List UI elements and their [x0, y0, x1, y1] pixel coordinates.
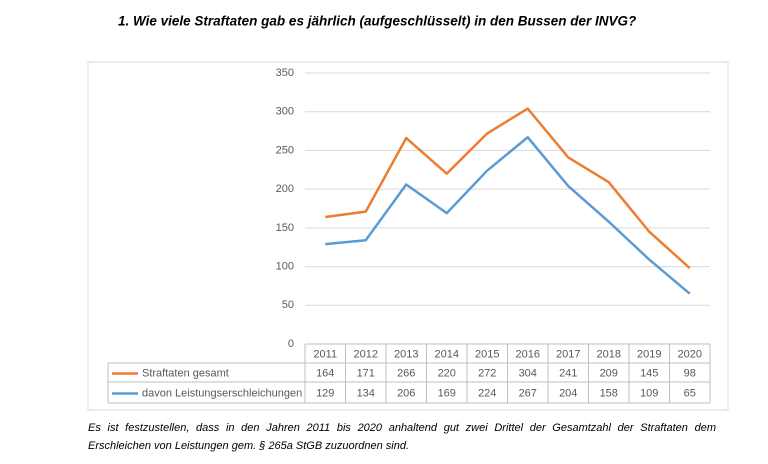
x-tick-label: 2012 — [354, 348, 378, 360]
table-value: 209 — [600, 367, 618, 379]
series-line — [325, 136, 691, 295]
y-tick-label: 200 — [276, 183, 294, 195]
y-tick-label: 0 — [288, 338, 294, 350]
table-value: 204 — [559, 387, 577, 399]
table-value: 220 — [438, 367, 456, 379]
legend-label: Straftaten gesamt — [142, 367, 229, 379]
x-tick-label: 2013 — [394, 348, 418, 360]
footnote: Es ist festzustellen, dass in den Jahren… — [88, 422, 716, 452]
heading: 1. Wie viele Straftaten gab es jährlich … — [118, 14, 636, 29]
y-tick-label: 150 — [276, 222, 294, 234]
table-value: 267 — [519, 387, 537, 399]
table-value: 129 — [316, 387, 334, 399]
legend-label: davon Leistungserschleichungen — [142, 387, 302, 399]
y-tick-label: 350 — [276, 67, 294, 79]
table-value: 171 — [357, 367, 375, 379]
table-value: 304 — [519, 367, 537, 379]
table-value: 241 — [559, 367, 577, 379]
x-tick-label: 2019 — [637, 348, 661, 360]
table-value: 272 — [478, 367, 496, 379]
x-tick-label: 2014 — [435, 348, 459, 360]
table-value: 266 — [397, 367, 415, 379]
x-tick-label: 2011 — [313, 348, 337, 360]
table-value: 164 — [316, 367, 334, 379]
x-tick-label: 2020 — [678, 348, 702, 360]
series-line — [325, 107, 691, 270]
table-value: 65 — [684, 387, 696, 399]
chart-frame — [87, 61, 729, 411]
table-value: 224 — [478, 387, 496, 399]
table-value: 169 — [438, 387, 456, 399]
y-tick-label: 300 — [276, 106, 294, 118]
table-value: 134 — [357, 387, 375, 399]
table-value: 145 — [640, 367, 658, 379]
y-tick-label: 250 — [276, 144, 294, 156]
table-value: 158 — [600, 387, 618, 399]
y-tick-label: 50 — [282, 299, 294, 311]
y-tick-label: 100 — [276, 260, 294, 272]
x-tick-label: 2016 — [516, 348, 540, 360]
x-tick-label: 2015 — [475, 348, 499, 360]
table-value: 98 — [684, 367, 696, 379]
x-tick-label: 2018 — [597, 348, 621, 360]
table-value: 109 — [640, 387, 658, 399]
x-tick-label: 2017 — [556, 348, 580, 360]
table-value: 206 — [397, 387, 415, 399]
